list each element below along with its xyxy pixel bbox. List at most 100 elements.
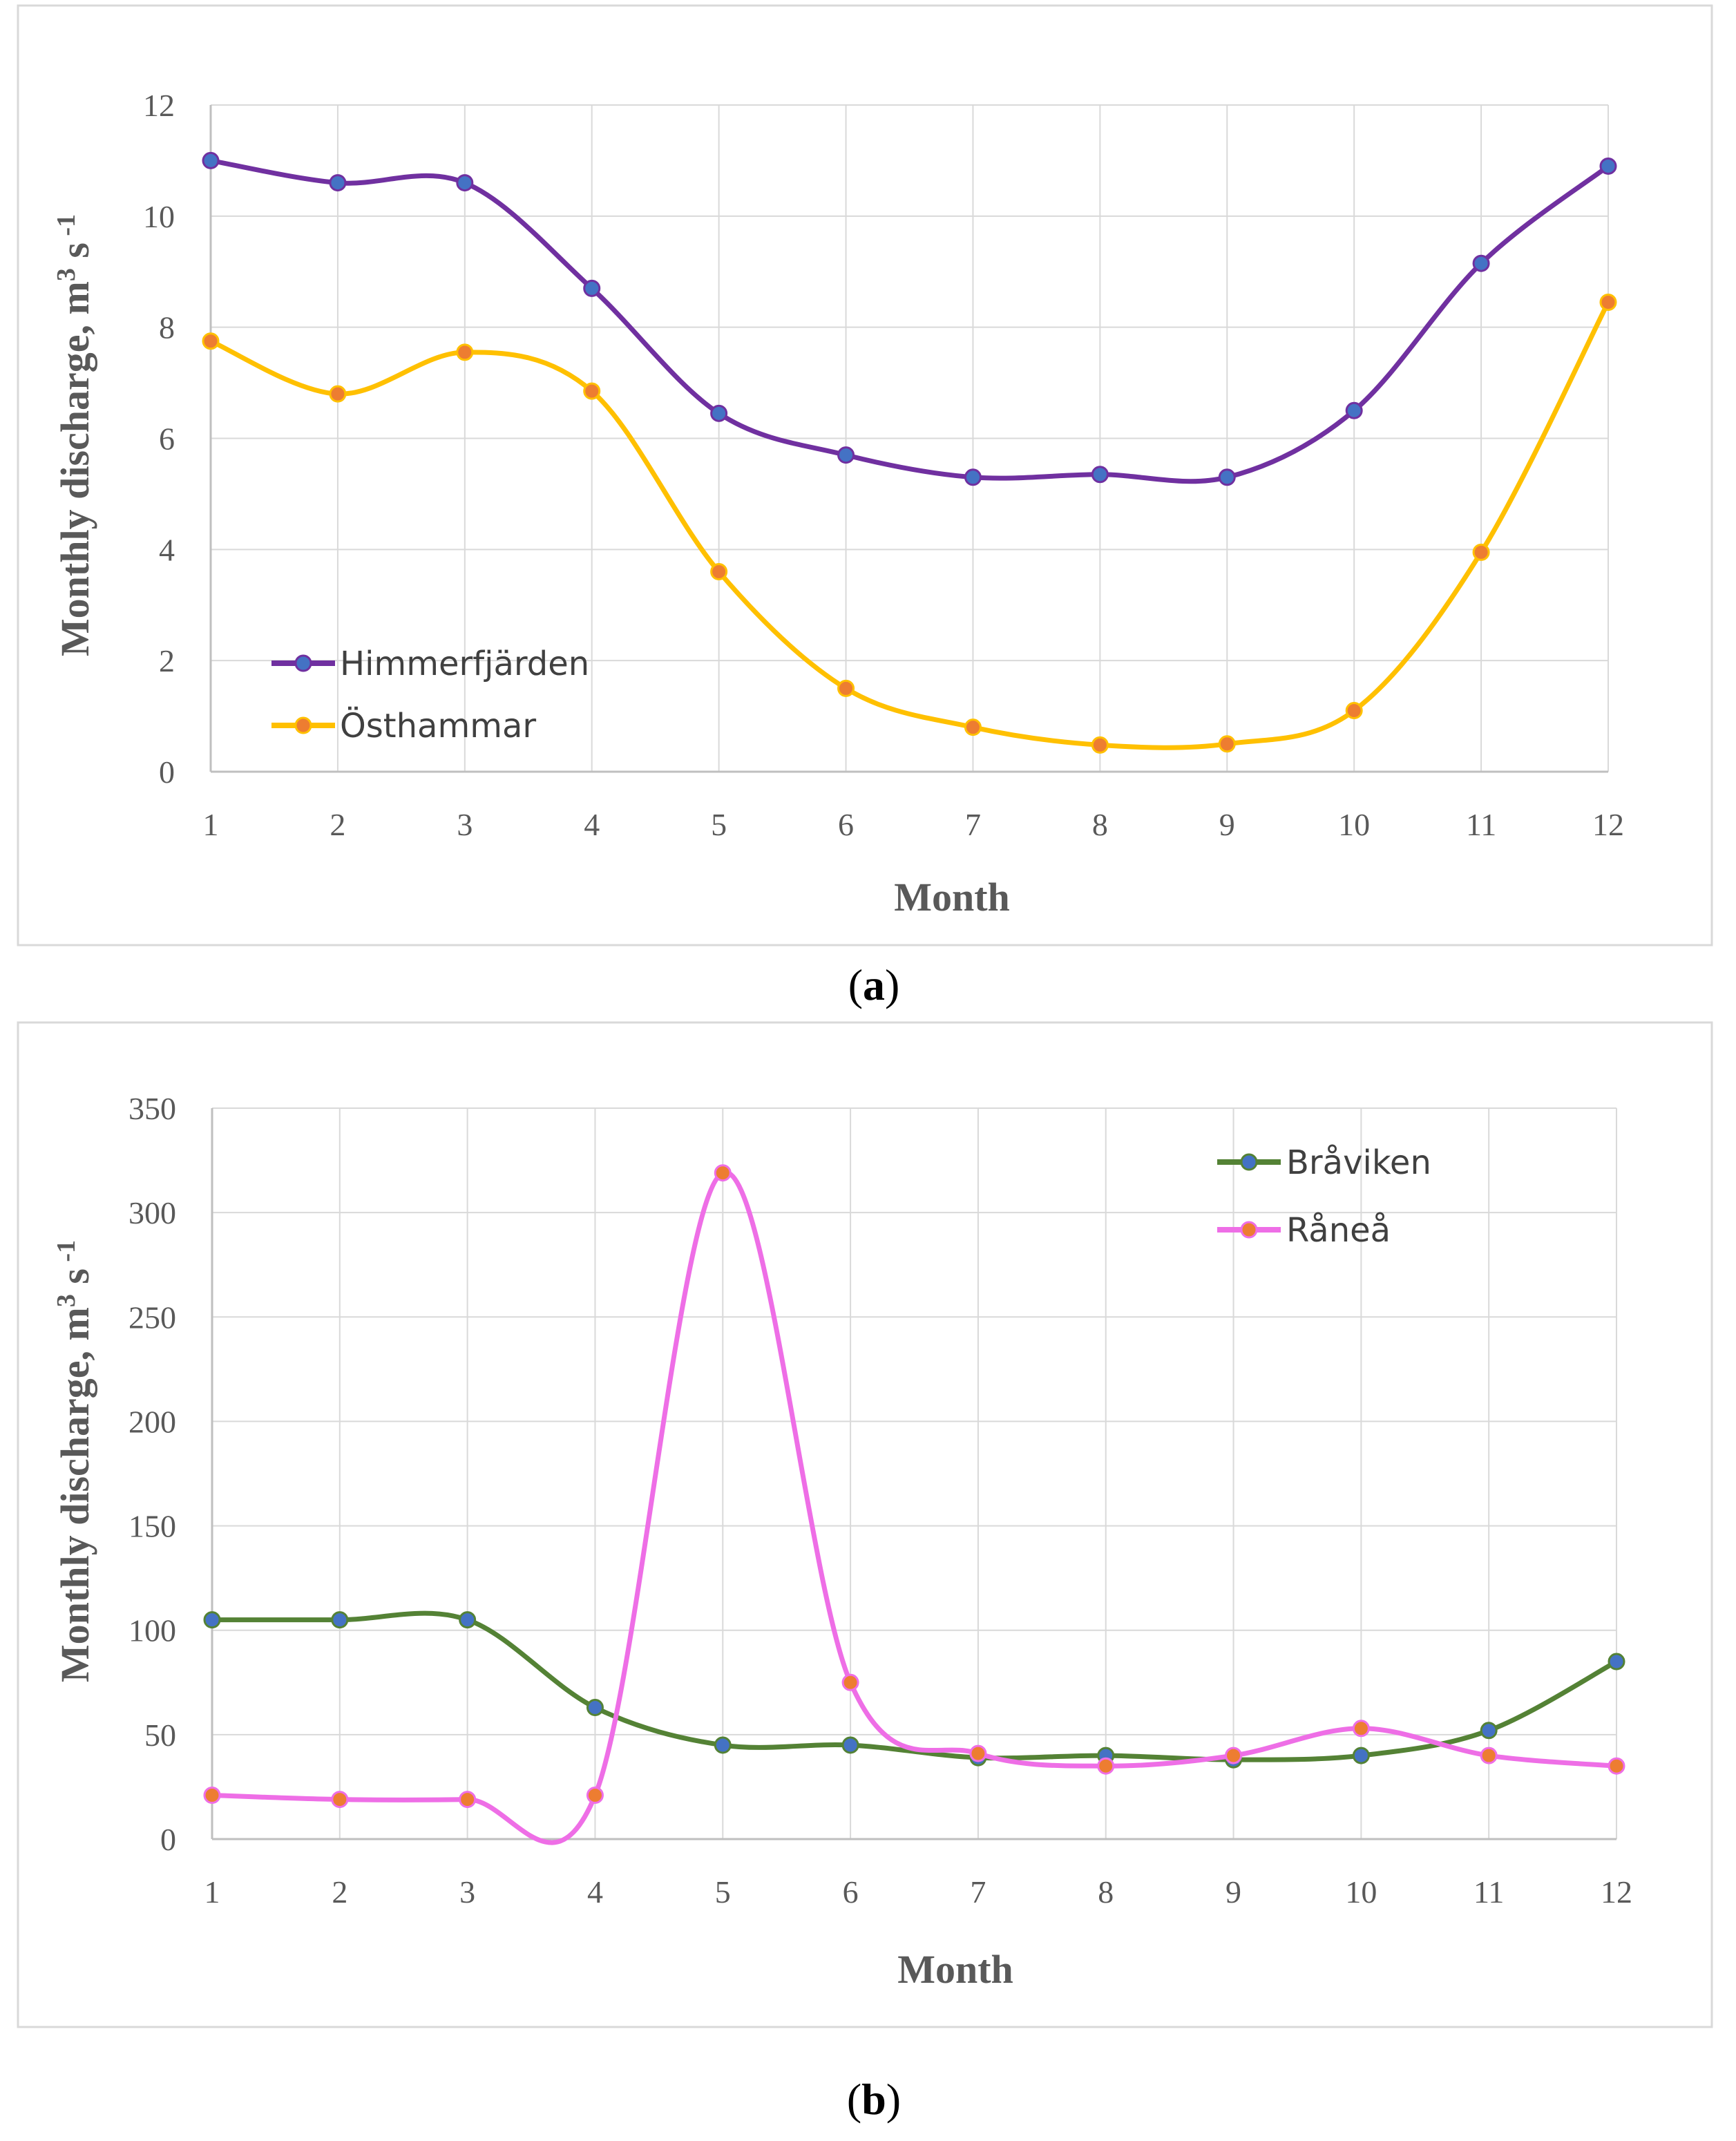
chart-a-series-1-point-2 — [329, 385, 347, 403]
chart-b-caption-close: ) — [886, 2075, 901, 2124]
chart-a-x-tick-label: 5 — [711, 807, 727, 842]
chart-a-y-tick-label: 2 — [159, 643, 175, 678]
chart-a-series-0-point-11 — [1472, 254, 1490, 272]
chart-a-series-1-point-10 — [1345, 702, 1363, 720]
chart-a-caption-letter: a — [863, 960, 885, 1009]
chart-b-y-tick-label: 350 — [128, 1091, 176, 1126]
chart-b-series-1-point-12 — [1608, 1757, 1625, 1775]
chart-a-x-tick-label: 3 — [457, 807, 473, 842]
chart-b-series-line-1 — [211, 1170, 1617, 1845]
chart-a-series-1-point-3 — [456, 343, 474, 361]
legend-b-marker-ranea — [1240, 1221, 1258, 1239]
chart-b-x-tick-label: 11 — [1473, 1874, 1504, 1910]
chart-a-x-tick-label: 9 — [1219, 807, 1235, 842]
chart-b-series-0-point-10 — [1352, 1747, 1370, 1764]
chart-b-x-tick-label: 2 — [332, 1874, 347, 1910]
chart-a-ylabel-tail: s — [53, 242, 97, 268]
chart-b-series-0-point-2 — [331, 1611, 349, 1629]
chart-a-x-tick-label: 11 — [1466, 807, 1496, 842]
chart-b-caption-open: ( — [847, 2075, 861, 2124]
legend-a-marker-osthammar — [294, 716, 312, 734]
chart-a-y-tick-label: 8 — [159, 310, 175, 345]
chart-b-x-tick-label: 6 — [843, 1874, 859, 1910]
chart-b-y-tick-label: 200 — [128, 1404, 176, 1439]
chart-a-series-1-point-6 — [837, 679, 855, 697]
chart-a-series-0-point-8 — [1091, 466, 1109, 484]
legend-a-label-himmerfjarden: Himmerfjärden — [340, 645, 589, 683]
chart-a-series-0-point-6 — [837, 446, 855, 464]
chart-b-series-1-point-11 — [1480, 1747, 1498, 1764]
chart-b-x-tick-label: 3 — [459, 1874, 475, 1910]
chart-b-ylabel-sup: 3 — [52, 1294, 81, 1307]
chart-a-y-tick-label: 0 — [159, 754, 175, 790]
chart-a-frame — [17, 4, 1713, 946]
chart-a-series-0-point-7 — [964, 468, 982, 486]
legend-a-marker-himmerfjarden — [294, 654, 312, 672]
chart-a-series-1-point-9 — [1218, 735, 1236, 753]
chart-a-y-tick-label: 6 — [159, 421, 175, 457]
chart-b-ylabel-exp: -1 — [52, 1240, 81, 1268]
chart-b-series-0-point-11 — [1480, 1722, 1498, 1740]
chart-a-series-1-point-11 — [1472, 543, 1490, 561]
chart-b-caption: (b) — [847, 2075, 901, 2124]
chart-b-series-line-0 — [212, 1610, 1618, 1762]
chart-a-caption-open: ( — [848, 960, 863, 1009]
chart-a-series-0-point-5 — [710, 404, 728, 422]
chart-a-series-1-point-1 — [202, 332, 220, 350]
chart-b-series-0-point-6 — [841, 1736, 859, 1754]
chart-a-ylabel-main: Monthly discharge, m — [53, 281, 97, 656]
chart-a-series-1-point-12 — [1599, 293, 1617, 311]
chart-b-ylabel-tail: s — [53, 1268, 97, 1294]
chart-b-y-tick-label: 100 — [128, 1613, 176, 1648]
chart-b-series-1-point-9 — [1225, 1747, 1243, 1764]
chart-b-series-0-point-1 — [203, 1611, 221, 1629]
chart-a-series-0-point-4 — [583, 279, 601, 297]
chart-a-y-tick-label: 10 — [143, 199, 175, 234]
chart-a-series-1-point-4 — [583, 382, 601, 400]
chart-a-x-tick-label: 6 — [838, 807, 854, 842]
chart-a-y-tick-label: 4 — [159, 532, 175, 567]
chart-b-ylabel-main: Monthly discharge, m — [53, 1307, 97, 1682]
chart-b-series-0-point-12 — [1608, 1653, 1625, 1671]
chart-b-x-tick-label: 12 — [1601, 1874, 1632, 1910]
chart-b-y-tick-label: 300 — [128, 1195, 176, 1230]
chart-a-series-0-point-3 — [456, 174, 474, 192]
chart-b-frame — [17, 1021, 1713, 2028]
chart-b-series-0-point-5 — [714, 1736, 732, 1754]
chart-a-series-0-point-12 — [1599, 157, 1617, 175]
chart-a-series-0-point-9 — [1218, 468, 1236, 486]
chart-b-x-tick-label: 8 — [1098, 1874, 1114, 1910]
chart-a-ylabel-exp: -1 — [52, 214, 81, 242]
chart-a-y-axis-title: Monthly discharge, m3 s -1 — [52, 214, 97, 656]
chart-b-y-axis-title: Monthly discharge, m3 s -1 — [52, 1240, 97, 1682]
chart-b-x-tick-label: 4 — [587, 1874, 603, 1910]
chart-b-y-tick-label: 50 — [144, 1717, 176, 1753]
chart-a-x-tick-label: 10 — [1338, 807, 1370, 842]
chart-a-series-1-point-7 — [964, 719, 982, 736]
chart-a-series-1-point-8 — [1091, 736, 1109, 754]
legend-b-marker-braviken — [1240, 1153, 1258, 1171]
chart-a-legend: Himmerfjärden Östhammar — [271, 645, 589, 745]
chart-b-series-1-point-10 — [1352, 1720, 1370, 1738]
chart-b-series-0-point-4 — [586, 1699, 604, 1717]
chart-a-series-0-point-1 — [202, 151, 220, 169]
chart-a-y-tick-label: 12 — [143, 88, 175, 123]
chart-b-y-tick-label: 250 — [128, 1300, 176, 1335]
chart-b-series-1-point-7 — [969, 1744, 987, 1762]
chart-a-ylabel-sup: 3 — [52, 268, 81, 281]
chart-b-x-tick-label: 7 — [970, 1874, 986, 1910]
chart-a-x-axis-title: Month — [894, 875, 1010, 920]
chart-b-series-1-point-8 — [1097, 1757, 1115, 1775]
chart-b-series-0-point-3 — [459, 1611, 477, 1629]
chart-b-x-tick-label: 1 — [204, 1874, 220, 1910]
chart-b-x-tick-label: 10 — [1345, 1874, 1377, 1910]
chart-a-x-tick-label: 12 — [1592, 807, 1624, 842]
chart-a-caption-close: ) — [885, 960, 899, 1009]
chart-a-caption: (a) — [848, 960, 900, 1009]
chart-b-series-1-point-4 — [586, 1787, 604, 1805]
chart-b-y-tick-label: 150 — [128, 1509, 176, 1544]
chart-b-series-1-point-5 — [714, 1164, 732, 1182]
